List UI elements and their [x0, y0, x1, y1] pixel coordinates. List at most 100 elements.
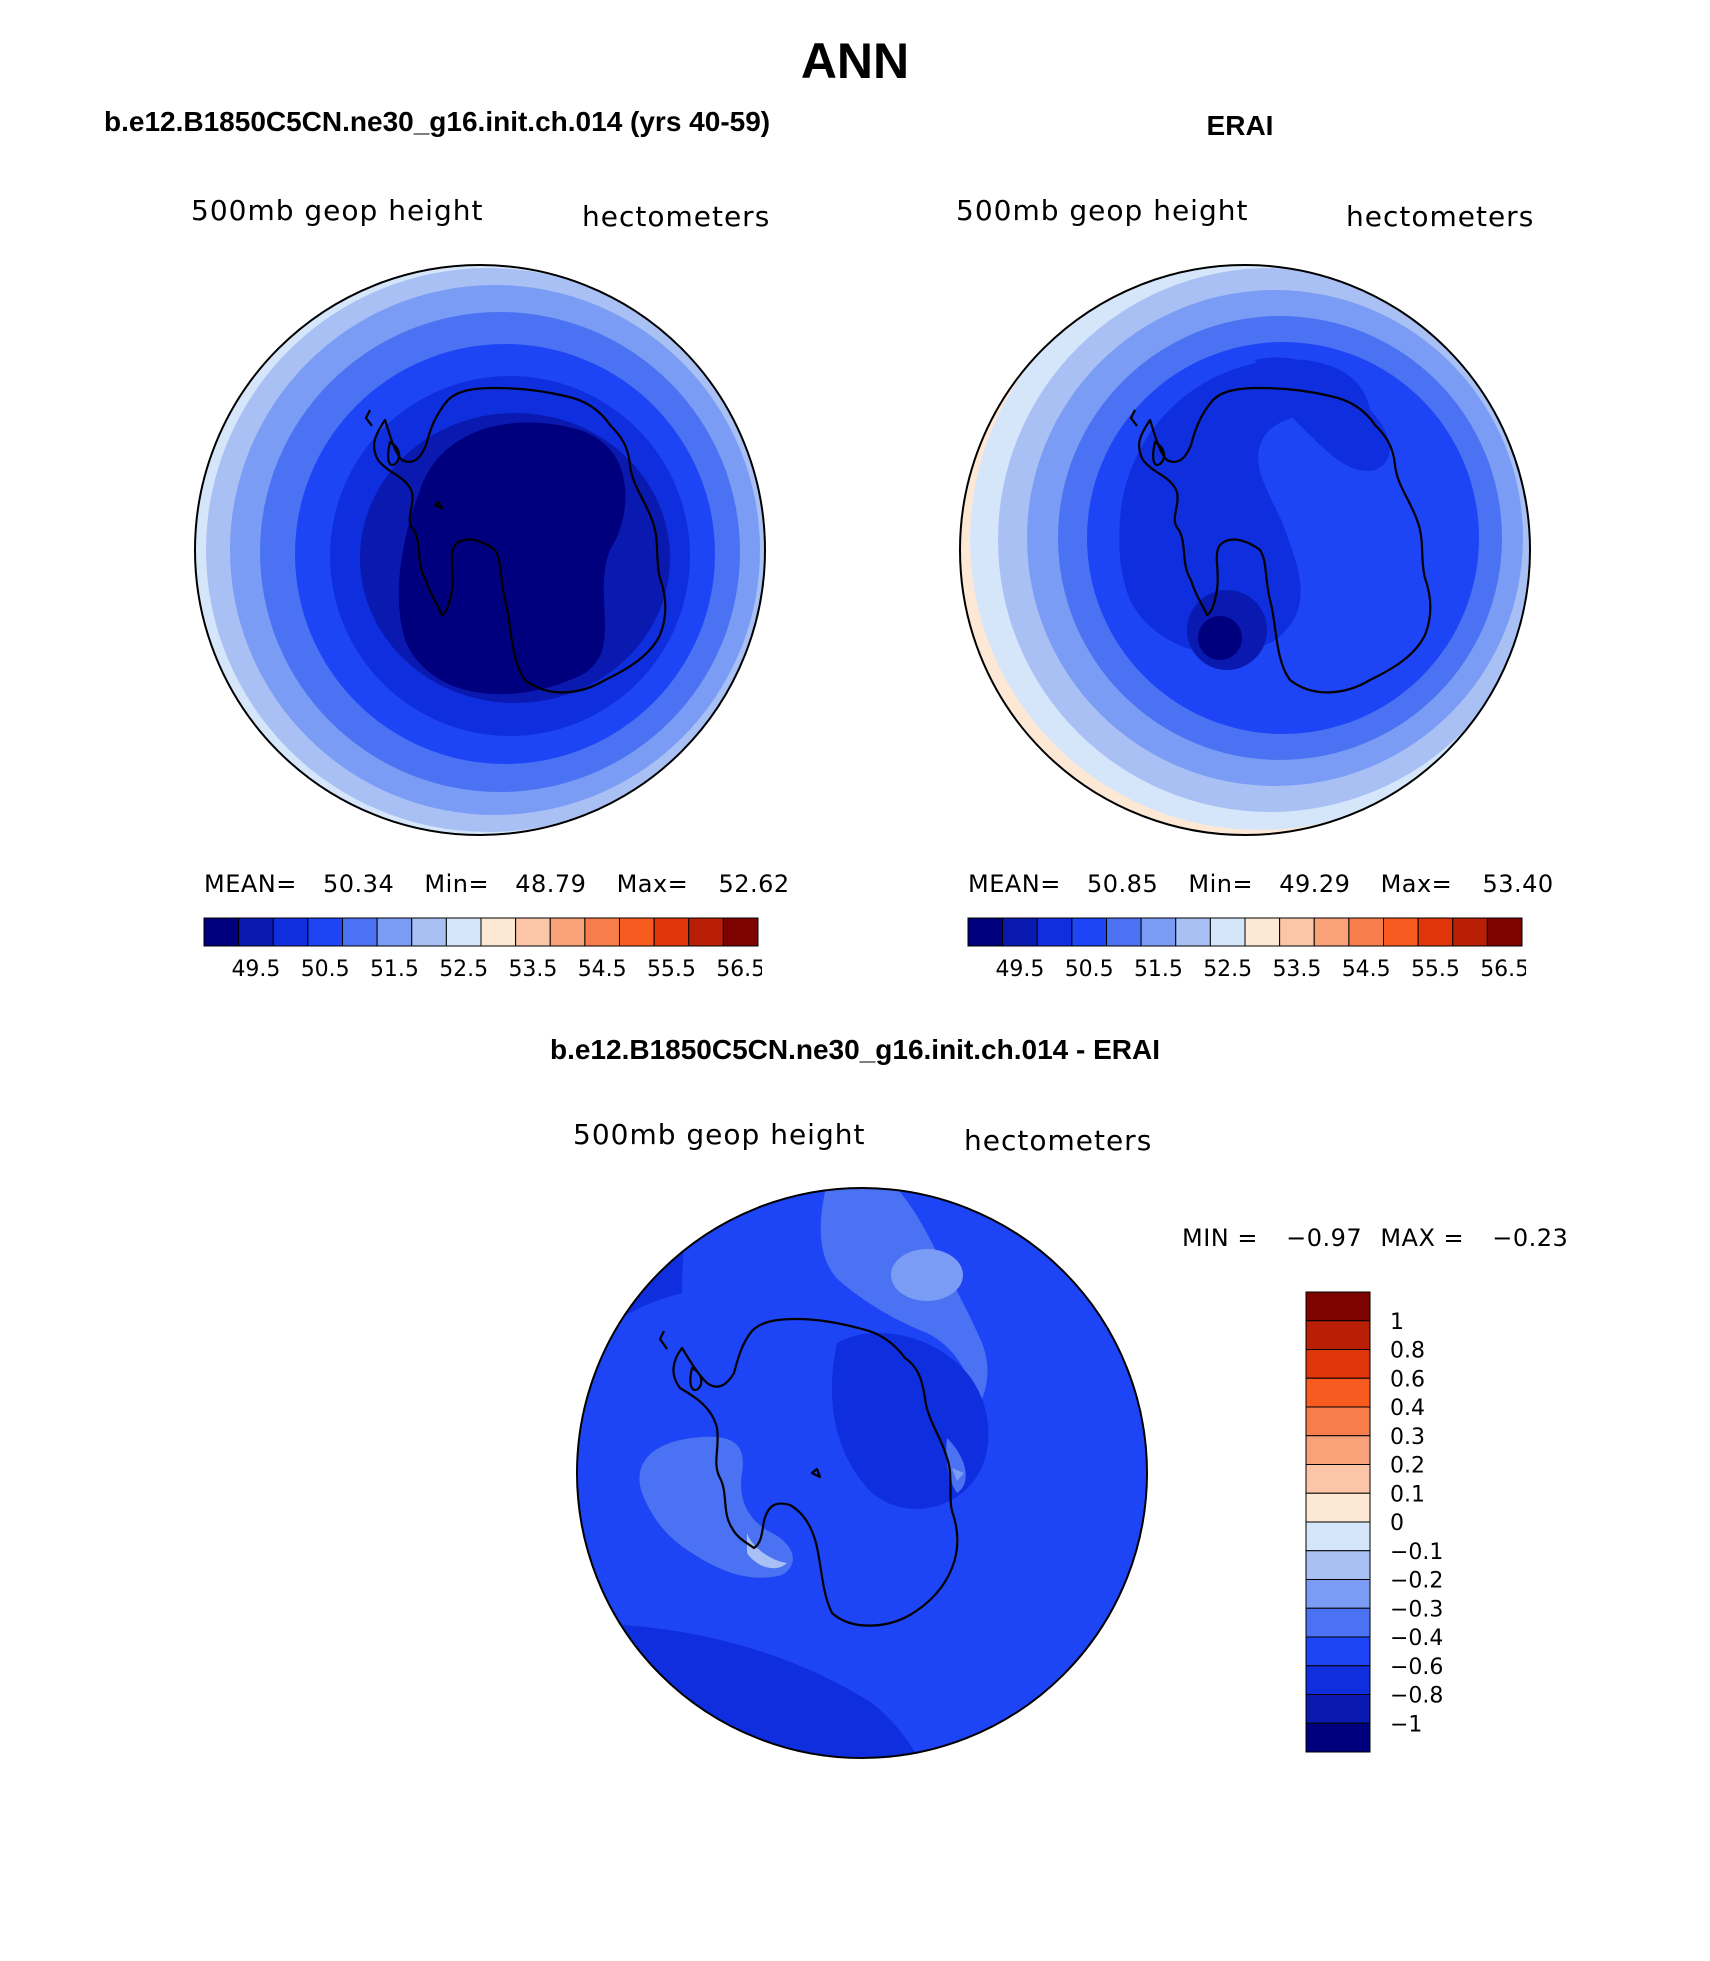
colorbar-box [238, 917, 274, 947]
colorbar-tick-label: 55.5 [647, 957, 696, 982]
colorbar-tick-label: 50.5 [301, 957, 350, 982]
colorbar-tick-label: 52.5 [1203, 957, 1252, 982]
colorbar-tick-label: −0.8 [1390, 1684, 1442, 1709]
colorbar-tick-label: 51.5 [1134, 957, 1183, 982]
colorbar-tick-label: 0.2 [1390, 1454, 1425, 1479]
colorbar-box [1305, 1521, 1371, 1552]
map-boundary [576, 1187, 1148, 1759]
colorbar-tick-label: 0 [1390, 1511, 1404, 1536]
colorbar-box [1305, 1464, 1371, 1494]
colorbar-box [967, 917, 1004, 947]
diff-panel-colorbar: 1 0.8 0.6 0.4 0.3 0.2 0.1 0 −0.1 −0.2 −0.3 −0.4 −0.6… [1305, 1291, 1442, 1753]
colorbar-tick-label: 53.5 [508, 957, 557, 982]
panel-2-colorbar: 49.5 50.5 51.5 52.5 53.5 54.5 55.5 56.5 [967, 917, 1526, 982]
colorbar-box [203, 917, 240, 947]
colorbar-box [1036, 917, 1073, 947]
colorbar-box [1305, 1291, 1371, 1322]
colorbar-tick-label: 49.5 [231, 957, 280, 982]
colorbar-box [1244, 917, 1281, 947]
colorbar-box [1175, 917, 1211, 947]
panel-2-mean-label: MEAN= [968, 870, 1061, 898]
colorbar-box [1305, 1435, 1371, 1465]
colorbar-tick-label: −0.3 [1390, 1597, 1442, 1622]
colorbar-box [1417, 917, 1454, 947]
contour-band [1119, 359, 1370, 655]
contour-band [747, 1533, 787, 1569]
colorbar-box [1313, 917, 1350, 947]
colorbar-box [549, 917, 586, 947]
colorbar-box [515, 917, 551, 947]
colorbar-box [1305, 1377, 1371, 1408]
contour-band [1255, 357, 1390, 471]
colorbar-box [1209, 917, 1246, 947]
panel-1-min-value: 48.79 [515, 870, 587, 898]
colorbar-tick-label: 50.5 [1065, 957, 1114, 982]
colorbar-tick-label: 55.5 [1411, 957, 1460, 982]
colorbar-box [342, 917, 378, 947]
contour-band [398, 422, 626, 695]
colorbar-box [619, 917, 655, 947]
colorbar-box [1002, 917, 1038, 947]
colorbar-tick-label: −0.4 [1390, 1626, 1442, 1651]
colorbar-tick-label: 51.5 [370, 957, 419, 982]
diff-panel-polar-map [576, 1187, 1148, 1759]
colorbar-box [272, 917, 309, 947]
panel-1-title: b.e12.B1850C5CN.ne30_g16.init.ch.014 (yr… [104, 106, 771, 137]
colorbar-box [445, 917, 482, 947]
colorbar-tick-label: 53.5 [1272, 957, 1321, 982]
colorbar-box [653, 917, 690, 947]
panel-1-min-label: Min= [424, 870, 490, 898]
colorbar-box [1305, 1579, 1371, 1609]
colorbar-box [1106, 917, 1142, 947]
diff-min-label: MIN = [1182, 1224, 1258, 1252]
panel-1-mean-value: 50.34 [323, 870, 395, 898]
panel-1-max-label: Max= [616, 870, 689, 898]
colorbar-tick-label: 1 [1390, 1310, 1404, 1335]
colorbar-box [1383, 917, 1419, 947]
panel-1-polar-map [194, 264, 766, 836]
antarctica-coastline [1129, 386, 1432, 694]
contour-band [820, 1188, 988, 1408]
colorbar-box [1486, 917, 1523, 947]
colorbar-box [1305, 1349, 1371, 1379]
panel-2-min-label: Min= [1188, 870, 1254, 898]
colorbar-tick-label: 0.8 [1390, 1339, 1425, 1364]
diff-max-value: −0.23 [1492, 1224, 1569, 1252]
colorbar-tick-label: 0.6 [1390, 1367, 1425, 1392]
colorbar-box [1305, 1636, 1371, 1667]
colorbar-box [1305, 1320, 1371, 1350]
colorbar-tick-label: 49.5 [995, 957, 1044, 982]
colorbar-tick-label: −0.6 [1390, 1655, 1442, 1680]
colorbar-box [688, 917, 724, 947]
colorbar-tick-label: 54.5 [1342, 957, 1391, 982]
panel-2-variable-label: 500mb geop height [956, 194, 1249, 227]
colorbar-box [1305, 1607, 1371, 1638]
colorbar-tick-label: 52.5 [439, 957, 488, 982]
panel-1-stats: MEAN= 50.34 Min= 48.79 Max= 52.62 [204, 870, 790, 898]
panel-2-title: ERAI [1206, 110, 1274, 141]
panel-2-units-label: hectometers [1346, 200, 1535, 233]
colorbar-box [1305, 1694, 1371, 1724]
panel-1-colorbar: 49.5 50.5 51.5 52.5 53.5 54.5 55.5 56.5 [203, 917, 762, 982]
contour-band [952, 1468, 964, 1481]
diff-panel-units-label: hectometers [964, 1124, 1153, 1157]
colorbar-tick-label: 56.5 [1480, 957, 1526, 982]
colorbar-box [1305, 1406, 1371, 1437]
diff-max-label: MAX = [1380, 1224, 1465, 1252]
diff-panel-stats: MIN = −0.97 MAX = −0.23 [1182, 1224, 1568, 1252]
contour-band [891, 1249, 963, 1301]
colorbar-box [1348, 917, 1384, 947]
colorbar-tick-label: −0.2 [1390, 1569, 1442, 1594]
colorbar-box [1452, 917, 1488, 947]
colorbar-box [1071, 917, 1107, 947]
panel-1-max-value: 52.62 [718, 870, 790, 898]
page-title: ANN [800, 33, 910, 89]
panel-1-units-label: hectometers [582, 200, 771, 233]
colorbar-tick-label: 0.1 [1390, 1482, 1425, 1507]
antarctica-coastline [364, 386, 667, 694]
colorbar-box [307, 917, 343, 947]
colorbar-tick-label: −1 [1390, 1712, 1422, 1737]
panel-1-variable-label: 500mb geop height [191, 194, 484, 227]
colorbar-box [1305, 1722, 1371, 1753]
colorbar-box [722, 917, 759, 947]
